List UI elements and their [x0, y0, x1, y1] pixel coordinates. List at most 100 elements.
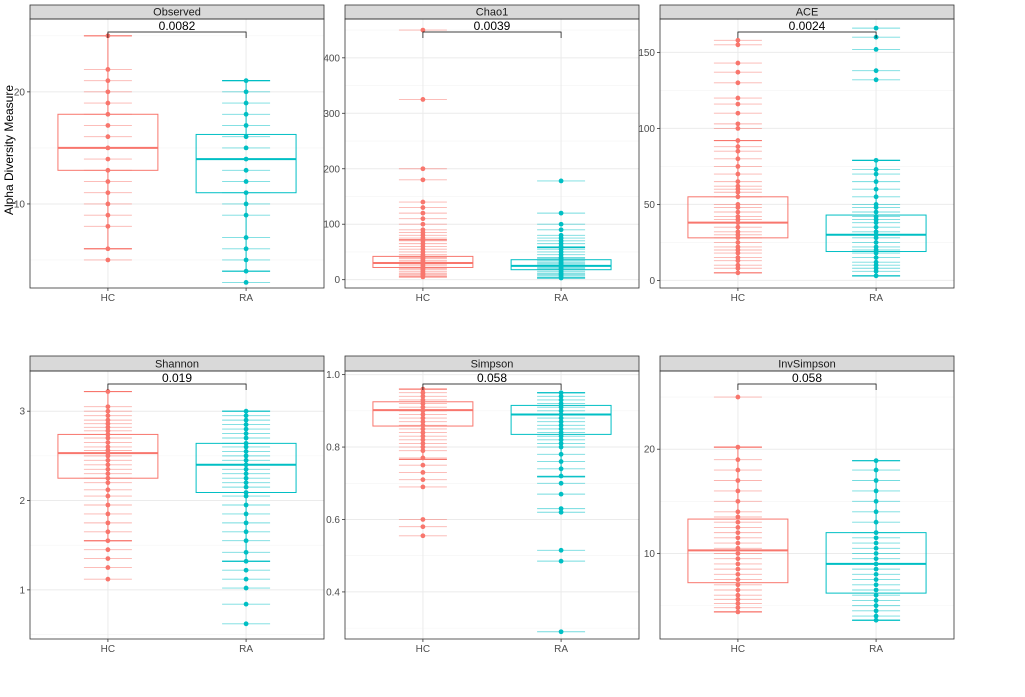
data-point: [735, 148, 741, 154]
data-point: [873, 259, 879, 265]
data-point: [735, 214, 741, 219]
data-point: [420, 448, 426, 454]
data-point: [735, 577, 741, 582]
data-point: [105, 538, 111, 544]
data-point: [873, 273, 879, 279]
facet-strip-label: ACE: [796, 7, 819, 19]
data-point: [873, 194, 879, 200]
data-point: [873, 240, 879, 245]
data-point: [243, 558, 249, 564]
data-point: [105, 432, 111, 437]
x-tick-label: RA: [554, 644, 568, 655]
data-point: [105, 428, 111, 434]
data-point: [873, 229, 879, 235]
y-tick-label: 10: [644, 549, 656, 560]
data-point: [558, 506, 564, 512]
data-point: [420, 393, 426, 399]
data-point: [873, 458, 879, 464]
data-point: [735, 582, 741, 588]
data-point: [243, 549, 249, 555]
data-point: [873, 582, 879, 588]
data-point: [105, 440, 111, 445]
data-point: [735, 202, 741, 207]
data-point: [105, 424, 111, 430]
data-point: [243, 235, 249, 240]
data-point: [873, 561, 879, 567]
data-point: [558, 178, 564, 184]
data-point: [873, 68, 879, 74]
data-point: [420, 415, 426, 421]
data-point: [735, 571, 741, 577]
data-point: [873, 535, 879, 541]
data-point: [735, 164, 741, 169]
data-point: [105, 389, 111, 394]
data-point: [735, 209, 741, 215]
plot-background: [345, 19, 639, 288]
y-tick-label: 2: [19, 496, 25, 507]
data-point: [558, 509, 564, 515]
p-value-label: 0.0082: [159, 19, 196, 33]
data-point: [420, 441, 426, 446]
data-point: [735, 519, 741, 525]
data-point: [105, 145, 111, 151]
p-value-label: 0.058: [477, 371, 507, 385]
data-point: [105, 223, 111, 229]
data-point: [873, 244, 879, 250]
data-point: [243, 417, 249, 423]
data-point: [735, 596, 741, 602]
data-point: [735, 467, 741, 473]
data-point: [873, 179, 879, 185]
data-point: [735, 110, 741, 116]
data-point: [873, 613, 879, 619]
data-point: [735, 478, 741, 483]
data-point: [105, 466, 111, 472]
data-point: [420, 205, 426, 210]
data-point: [558, 397, 564, 403]
y-tick-label: 20: [14, 87, 26, 98]
data-point: [558, 480, 564, 486]
data-point: [735, 525, 741, 530]
data-point: [243, 111, 249, 117]
data-point: [420, 517, 426, 522]
data-point: [735, 509, 741, 515]
data-point: [105, 201, 111, 207]
data-point: [105, 246, 111, 252]
y-tick-label: 10: [14, 199, 26, 210]
data-point: [873, 603, 879, 609]
y-tick-label: 1: [19, 585, 25, 596]
data-point: [243, 123, 249, 128]
data-point: [105, 167, 111, 173]
y-tick-label: 0: [649, 276, 655, 287]
data-point: [420, 412, 426, 417]
data-point: [243, 268, 249, 274]
y-tick-label: 150: [638, 48, 655, 59]
plot-background: [345, 371, 639, 639]
data-point: [558, 390, 564, 396]
data-point: [735, 545, 741, 551]
data-point: [735, 37, 741, 43]
data-point: [558, 473, 564, 479]
data-point: [420, 430, 426, 435]
data-point: [243, 484, 249, 490]
data-point: [558, 629, 564, 635]
data-point: [243, 567, 249, 573]
x-tick-label: HC: [731, 644, 745, 655]
x-tick-label: RA: [239, 644, 253, 655]
data-point: [243, 179, 249, 184]
data-point: [105, 576, 111, 582]
data-point: [873, 209, 879, 215]
data-point: [105, 448, 111, 453]
data-point: [105, 100, 111, 106]
panel-border: [344, 18, 640, 289]
y-tick-label: 1.0: [326, 370, 340, 381]
data-point: [243, 621, 249, 627]
data-point: [735, 121, 741, 127]
x-tick-label: RA: [554, 293, 568, 304]
data-point: [735, 561, 741, 567]
data-point: [105, 179, 111, 184]
data-point: [558, 401, 564, 406]
data-point: [105, 123, 111, 128]
data-point: [735, 179, 741, 185]
